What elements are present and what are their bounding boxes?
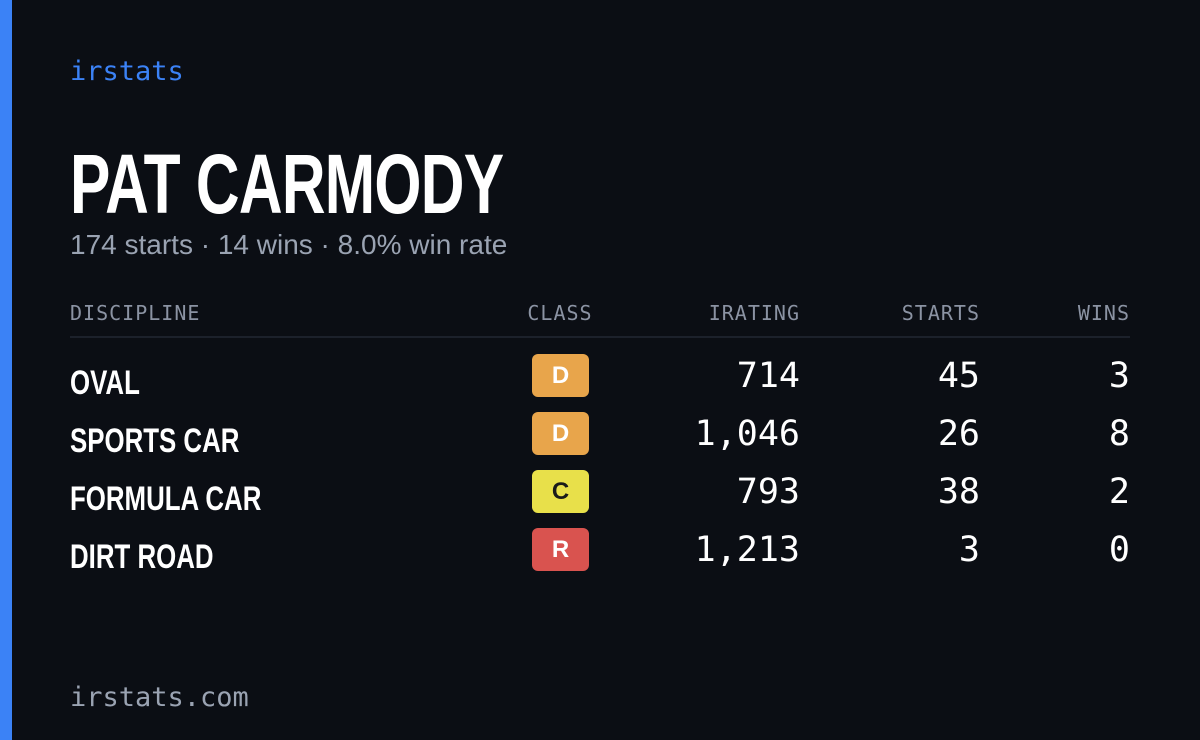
discipline: SPORTS CAR xyxy=(70,422,240,460)
discipline: FORMULA CAR xyxy=(70,480,262,518)
class-badge: R xyxy=(532,528,589,571)
wins: 0 xyxy=(1108,530,1130,570)
class-badge: D xyxy=(532,354,589,397)
footer-url: irstats.com xyxy=(70,682,249,713)
wins: 2 xyxy=(1108,472,1130,512)
starts: 38 xyxy=(937,472,980,512)
column-header: WINS xyxy=(1077,301,1130,325)
header-rule xyxy=(70,336,1130,338)
irating: 793 xyxy=(736,472,800,512)
starts: 3 xyxy=(958,530,980,570)
brand: irstats xyxy=(70,56,184,87)
wins: 3 xyxy=(1108,356,1130,396)
starts: 26 xyxy=(937,414,980,454)
column-header: STARTS xyxy=(901,301,980,325)
irating: 1,046 xyxy=(694,414,800,454)
class-badge: C xyxy=(532,470,589,513)
driver-name: PAT CARMODY xyxy=(70,137,504,231)
irating: 714 xyxy=(736,356,800,396)
column-header: DISCIPLINE xyxy=(70,301,201,325)
driver-summary: 174 starts · 14 wins · 8.0% win rate xyxy=(70,229,508,260)
accent-stripe xyxy=(0,0,12,740)
discipline: OVAL xyxy=(70,364,140,402)
wins: 8 xyxy=(1108,414,1130,454)
discipline: DIRT ROAD xyxy=(70,538,214,576)
column-header: CLASS xyxy=(527,301,593,325)
starts: 45 xyxy=(937,356,980,396)
column-header: IRATING xyxy=(708,301,800,325)
irating: 1,213 xyxy=(694,530,800,570)
class-badge: D xyxy=(532,412,589,455)
